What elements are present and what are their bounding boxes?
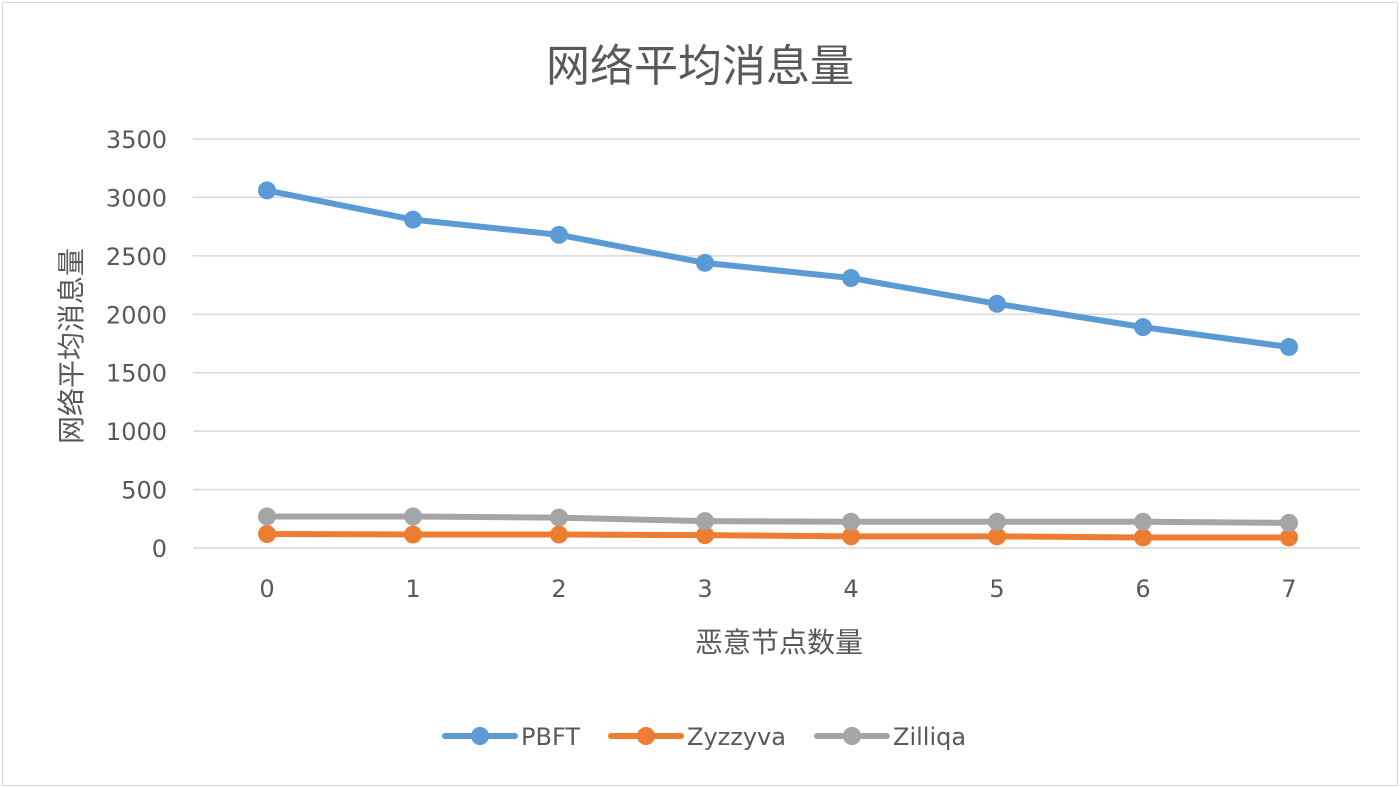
x-tick-label: 1 [405, 575, 420, 603]
x-tick-label: 0 [259, 575, 274, 603]
data-point-zilliqa [696, 512, 714, 531]
y-tick-label: 2500 [106, 243, 167, 271]
data-point-zilliqa [842, 512, 860, 531]
data-point-zyzzyva [696, 526, 714, 545]
data-point-zyzzyva [842, 527, 860, 546]
legend-item-zyzzyva: Zyzzyva [608, 723, 786, 751]
series-pbft [258, 181, 1298, 357]
x-tick-label: 5 [989, 575, 1004, 603]
x-axis-ticks: 0 1 2 3 4 5 6 7 [259, 575, 1296, 603]
x-axis-title: 恶意节点数量 [695, 626, 863, 659]
legend-swatch-marker [637, 727, 655, 745]
x-tick-label: 2 [551, 575, 566, 603]
y-axis-title: 网络平均消息量 [55, 248, 88, 444]
data-point-zilliqa [988, 512, 1006, 531]
x-tick-label: 7 [1281, 575, 1296, 603]
legend-swatch-marker [843, 727, 861, 745]
legend-label: Zyzzyva [687, 723, 786, 751]
data-point-zyzzyva [1134, 528, 1152, 547]
legend: PBFT Zyzzyva Zilliqa [442, 723, 966, 751]
y-tick-label: 3000 [106, 184, 167, 212]
y-tick-label: 1500 [106, 360, 167, 388]
legend-swatch-marker [471, 727, 489, 745]
data-point-pbft [988, 294, 1006, 313]
x-tick-label: 3 [697, 575, 712, 603]
series-zyzzyva [258, 524, 1298, 547]
data-point-zyzzyva [404, 525, 422, 544]
data-point-pbft [842, 269, 860, 288]
gridlines [193, 138, 1360, 549]
data-point-pbft [550, 225, 568, 244]
y-tick-label: 1000 [106, 418, 167, 446]
data-point-zyzzyva [1280, 528, 1298, 547]
legend-label: Zilliqa [893, 723, 966, 751]
y-tick-label: 0 [152, 535, 167, 563]
data-point-zilliqa [1280, 513, 1298, 532]
x-tick-label: 6 [1135, 575, 1150, 603]
data-point-pbft [696, 253, 714, 272]
series-line-pbft [264, 187, 1292, 351]
data-point-zilliqa [258, 507, 276, 526]
data-point-pbft [1134, 318, 1152, 337]
data-point-zyzzyva [550, 525, 568, 544]
data-point-zilliqa [1134, 512, 1152, 531]
x-tick-label: 4 [843, 575, 858, 603]
y-tick-label: 500 [121, 477, 167, 505]
series-zilliqa [258, 507, 1298, 532]
data-point-pbft [258, 181, 276, 200]
legend-item-zilliqa: Zilliqa [814, 723, 966, 751]
data-point-zyzzyva [258, 524, 276, 543]
legend-label: PBFT [521, 723, 580, 751]
data-point-zilliqa [404, 507, 422, 526]
y-axis-ticks: 0 500 1000 1500 2000 2500 3000 3500 [106, 126, 167, 563]
data-point-pbft [404, 210, 422, 229]
data-point-pbft [1280, 338, 1298, 357]
y-tick-label: 2000 [106, 301, 167, 329]
line-chart: 网络平均消息量 0 500 1000 1500 2000 2500 3000 3500 0 1 2… [55, 41, 1360, 751]
data-point-zyzzyva [988, 527, 1006, 546]
chart-title: 网络平均消息量 [546, 41, 854, 92]
series-line-zilliqa [264, 513, 1292, 526]
data-point-zilliqa [550, 508, 568, 527]
series-group [258, 181, 1298, 547]
legend-item-pbft: PBFT [442, 723, 580, 751]
series-line-zyzzyva [264, 530, 1292, 541]
y-tick-label: 3500 [106, 126, 167, 154]
